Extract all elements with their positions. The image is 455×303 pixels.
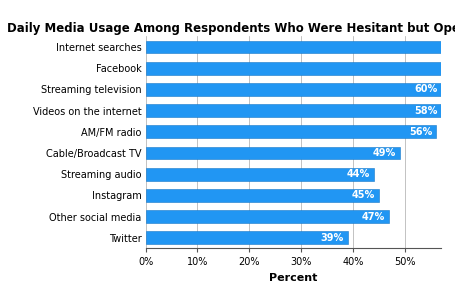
Text: 39%: 39% bbox=[321, 233, 344, 243]
Bar bbox=[146, 62, 455, 75]
Text: Daily Media Usage Among Respondents Who Were Hesitant but Open to Learn: Daily Media Usage Among Respondents Who … bbox=[6, 22, 455, 35]
Bar bbox=[146, 125, 436, 138]
Text: 56%: 56% bbox=[409, 127, 432, 137]
Bar bbox=[146, 41, 455, 53]
Bar bbox=[146, 147, 400, 159]
Text: 44%: 44% bbox=[347, 169, 370, 179]
Bar bbox=[146, 168, 374, 181]
Text: 58%: 58% bbox=[414, 105, 437, 116]
Bar bbox=[146, 83, 455, 96]
Text: 47%: 47% bbox=[362, 211, 385, 222]
Text: 45%: 45% bbox=[352, 190, 375, 201]
Bar bbox=[146, 210, 389, 223]
Bar bbox=[146, 189, 379, 202]
Bar bbox=[146, 104, 446, 117]
X-axis label: Percent: Percent bbox=[269, 273, 318, 283]
Text: 49%: 49% bbox=[373, 148, 396, 158]
Text: 60%: 60% bbox=[414, 84, 437, 95]
Bar bbox=[146, 231, 348, 244]
